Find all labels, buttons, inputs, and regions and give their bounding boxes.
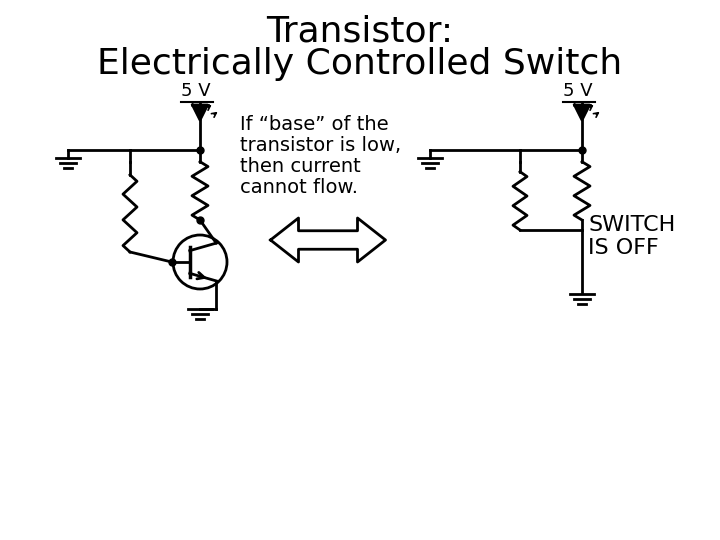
Text: SWITCH: SWITCH [588,215,675,235]
Text: 5 V: 5 V [563,82,593,100]
Polygon shape [192,105,207,120]
Text: transistor is low,: transistor is low, [240,136,401,155]
Text: 5 V: 5 V [181,82,211,100]
Text: Transistor:: Transistor: [266,15,454,49]
Text: Electrically Controlled Switch: Electrically Controlled Switch [97,47,623,81]
Text: then current: then current [240,157,361,176]
Polygon shape [271,218,385,262]
Polygon shape [575,105,590,120]
Text: cannot flow.: cannot flow. [240,178,358,197]
Text: IS OFF: IS OFF [588,238,659,258]
Text: If “base” of the: If “base” of the [240,115,389,134]
